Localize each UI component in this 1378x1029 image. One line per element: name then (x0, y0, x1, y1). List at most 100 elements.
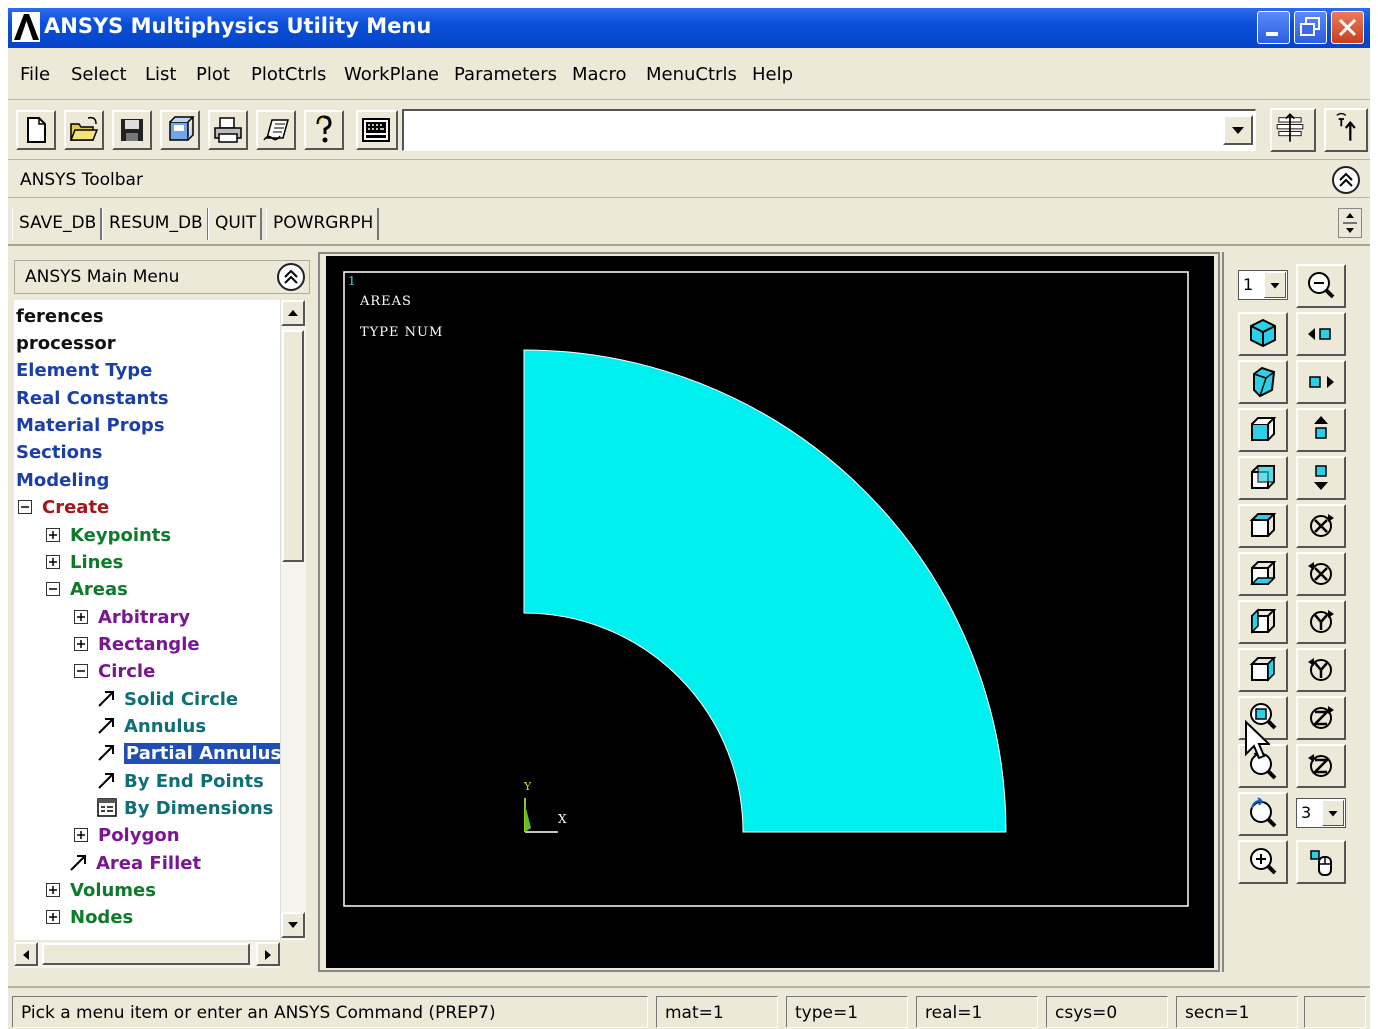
scroll-thumb[interactable] (282, 330, 304, 562)
horizontal-scroll-thumb[interactable] (42, 943, 250, 965)
minimize-button[interactable] (1257, 11, 1290, 44)
menu-list[interactable]: List (145, 64, 177, 85)
tree-item-create[interactable]: Create (18, 495, 109, 520)
tree-item-preferences[interactable]: ferences (16, 306, 104, 327)
tree-item-material-props[interactable]: Material Props (16, 415, 165, 436)
tree-item-nodes[interactable]: Nodes (46, 905, 133, 930)
menu-help[interactable]: Help (752, 64, 794, 85)
chevron-down-icon[interactable] (1322, 800, 1344, 826)
menu-plotctrls[interactable]: PlotCtrls (251, 64, 327, 85)
scroll-left-button[interactable] (14, 942, 38, 966)
expand-icon[interactable] (46, 528, 60, 542)
raise-hidden-button[interactable] (1270, 108, 1316, 152)
menu-file[interactable]: File (20, 64, 51, 85)
tree-item-arbitrary[interactable]: Arbitrary (74, 605, 190, 630)
collapse-icon[interactable] (18, 500, 32, 514)
top-view-button[interactable] (1238, 504, 1288, 548)
tree-horizontal-scrollbar[interactable] (14, 942, 280, 968)
rotate-y-cw-button[interactable] (1296, 600, 1346, 644)
menu-plot[interactable]: Plot (196, 64, 230, 85)
menu-select[interactable]: Select (71, 64, 127, 85)
new-file-button[interactable] (16, 110, 56, 150)
toolbar-resize-spinner[interactable] (1338, 208, 1362, 238)
menu-parameters[interactable]: Parameters (454, 64, 558, 85)
rotate-y-ccw-button[interactable] (1296, 648, 1346, 692)
tree-item-element-type[interactable]: Element Type (16, 360, 153, 381)
open-button[interactable] (64, 110, 104, 150)
tree-item-areas[interactable]: Areas (46, 577, 128, 602)
graphics-window[interactable]: 1 AREAS TYPE NUM Y X (326, 256, 1214, 968)
menu-workplane[interactable]: WorkPlane (344, 64, 439, 85)
reset-picking-button[interactable] (1324, 108, 1368, 152)
quit-button[interactable]: QUIT (208, 208, 263, 240)
expand-icon[interactable] (46, 910, 60, 924)
dynamic-mode-button[interactable] (1296, 840, 1346, 884)
rotate-x-ccw-button[interactable] (1296, 552, 1346, 596)
rotate-z-ccw-button[interactable] (1296, 744, 1346, 788)
tree-item-sections[interactable]: Sections (16, 442, 103, 463)
tree-item-polygon[interactable]: Polygon (74, 823, 180, 848)
right-view-button[interactable] (1238, 648, 1288, 692)
move-up-button[interactable] (1296, 408, 1346, 452)
tree-item-circle[interactable]: Circle (74, 659, 155, 684)
command-history-dropdown[interactable] (1223, 115, 1253, 145)
tree-item-annulus[interactable]: Annulus (96, 714, 206, 739)
print-button[interactable] (208, 110, 248, 150)
tree-item-partial-annulus[interactable]: Partial Annulus (96, 741, 280, 766)
collapse-icon[interactable] (74, 664, 88, 678)
bottom-view-button[interactable] (1238, 552, 1288, 596)
tree-item-preprocessor[interactable]: processor (16, 333, 116, 354)
back-view-button[interactable] (1238, 456, 1288, 500)
save-db-button[interactable]: SAVE_DB (12, 208, 103, 240)
zoom-fit-button[interactable] (1238, 792, 1288, 836)
collapse-main-menu-button[interactable] (277, 263, 305, 291)
restore-button[interactable] (1294, 11, 1327, 44)
tree-item-by-end-points[interactable]: By End Points (96, 769, 264, 794)
tree-item-real-constants[interactable]: Real Constants (16, 388, 169, 409)
rotate-x-cw-button[interactable] (1296, 504, 1346, 548)
move-down-button[interactable] (1296, 456, 1346, 500)
expand-icon[interactable] (74, 610, 88, 624)
scroll-down-button[interactable] (281, 912, 305, 938)
resum-db-button[interactable]: RESUM_DB (102, 208, 209, 240)
tree-vertical-scrollbar[interactable] (280, 300, 306, 940)
view-select[interactable]: 3 (1296, 798, 1346, 828)
save-view-button[interactable] (160, 110, 200, 150)
tree-item-volumes[interactable]: Volumes (46, 878, 156, 903)
tree-item-by-dimensions[interactable]: By Dimensions (96, 796, 273, 821)
scroll-up-button[interactable] (281, 300, 305, 326)
isometric-view-button[interactable] (1238, 312, 1288, 356)
rotate-z-cw-button[interactable] (1296, 696, 1346, 740)
zoom-out-button[interactable] (1296, 264, 1346, 308)
help-button[interactable] (304, 110, 344, 150)
close-button[interactable] (1331, 11, 1364, 44)
command-input[interactable] (402, 109, 1256, 151)
front-view-button[interactable] (1238, 408, 1288, 452)
rotate-left-button[interactable] (1296, 312, 1346, 356)
tree-item-rectangle[interactable]: Rectangle (74, 632, 200, 657)
expand-icon[interactable] (74, 828, 88, 842)
oblique-view-button[interactable] (1238, 360, 1288, 404)
tree-item-solid-circle[interactable]: Solid Circle (96, 687, 238, 712)
zoom-in-button[interactable] (1238, 840, 1288, 884)
zoom-box-button[interactable] (1238, 696, 1288, 740)
expand-icon[interactable] (74, 637, 88, 651)
keyboard-button[interactable] (356, 110, 398, 150)
save-button[interactable] (112, 110, 152, 150)
window-select[interactable]: 1 (1238, 270, 1288, 300)
powrgrph-button[interactable]: POWRGRPH (266, 208, 380, 240)
tree-item-lines[interactable]: Lines (46, 550, 123, 575)
menu-menuctrls[interactable]: MenuCtrls (646, 64, 737, 85)
chevron-down-icon[interactable] (1264, 272, 1286, 298)
collapse-icon[interactable] (46, 582, 60, 596)
left-view-button[interactable] (1238, 600, 1288, 644)
expand-icon[interactable] (46, 555, 60, 569)
report-button[interactable] (256, 110, 296, 150)
tree-item-keypoints[interactable]: Keypoints (46, 523, 171, 548)
rotate-right-button[interactable] (1296, 360, 1346, 404)
scroll-right-button[interactable] (256, 942, 280, 966)
expand-icon[interactable] (46, 883, 60, 897)
tree-item-modeling[interactable]: Modeling (16, 470, 110, 491)
collapse-toolbar-button[interactable] (1332, 166, 1360, 194)
menu-macro[interactable]: Macro (572, 64, 627, 85)
